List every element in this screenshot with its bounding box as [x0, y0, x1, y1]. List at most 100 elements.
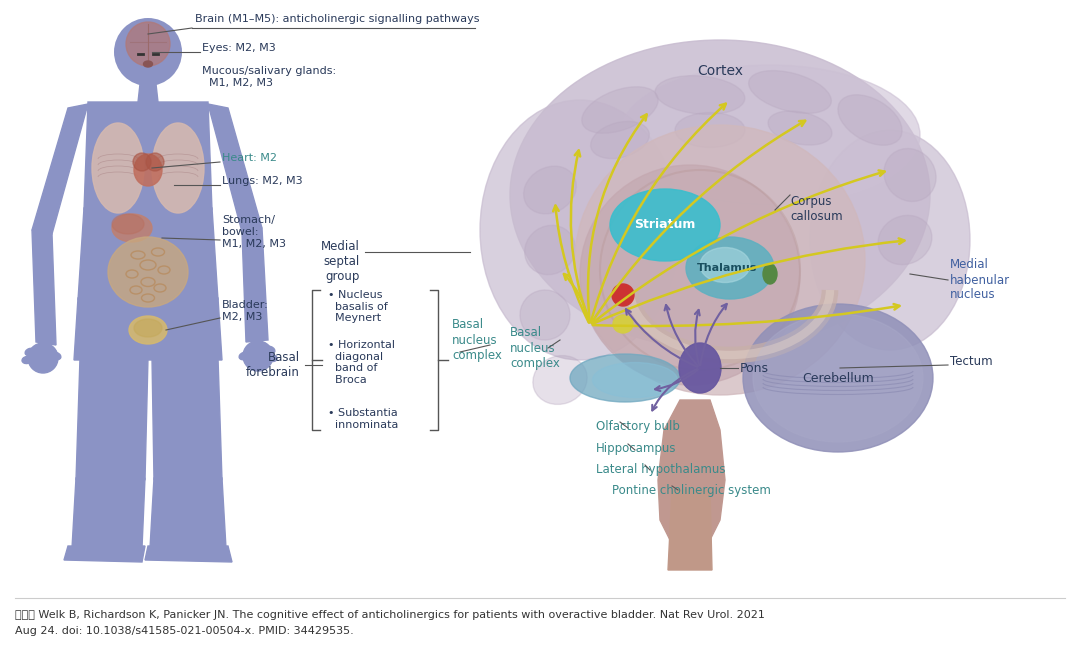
Text: Pons: Pons [740, 362, 769, 375]
Ellipse shape [656, 76, 745, 115]
Ellipse shape [177, 474, 197, 486]
Text: • Horizontal
  diagonal
  band of
  Broca: • Horizontal diagonal band of Broca [328, 340, 395, 384]
Ellipse shape [762, 264, 777, 284]
Text: • Nucleus
  basalis of
  Meynert: • Nucleus basalis of Meynert [328, 290, 388, 323]
Text: Olfactory bulb: Olfactory bulb [596, 420, 680, 433]
Text: Cortex: Cortex [697, 64, 743, 78]
Text: Lateral hypothalamus: Lateral hypothalamus [596, 463, 726, 476]
Polygon shape [658, 400, 725, 550]
Ellipse shape [480, 100, 680, 360]
Text: Basal
forebrain: Basal forebrain [246, 351, 300, 379]
Ellipse shape [612, 284, 634, 306]
Polygon shape [150, 478, 226, 548]
Ellipse shape [700, 248, 750, 282]
Polygon shape [242, 228, 268, 342]
Ellipse shape [878, 215, 932, 265]
Ellipse shape [686, 237, 774, 299]
Text: Medial
habenular
nucleus: Medial habenular nucleus [950, 259, 1010, 301]
Ellipse shape [51, 352, 60, 360]
Polygon shape [145, 546, 232, 562]
Ellipse shape [510, 40, 930, 350]
Circle shape [28, 343, 58, 373]
Polygon shape [64, 546, 145, 562]
Text: Lungs: M2, M3: Lungs: M2, M3 [222, 176, 302, 186]
Ellipse shape [25, 348, 35, 356]
Ellipse shape [570, 354, 680, 402]
Ellipse shape [239, 352, 248, 360]
Text: Corpus
callosum: Corpus callosum [789, 195, 842, 223]
Text: M1, M2, M3: M1, M2, M3 [202, 78, 273, 88]
Text: • Substantia
  innominata: • Substantia innominata [328, 408, 399, 430]
Ellipse shape [129, 316, 167, 344]
Text: bowel:: bowel: [222, 227, 258, 237]
Ellipse shape [144, 61, 152, 67]
Text: 图源： Welk B, Richardson K, Panicker JN. The cognitive effect of anticholinergics : 图源： Welk B, Richardson K, Panicker JN. T… [15, 610, 765, 620]
Polygon shape [669, 490, 712, 570]
Ellipse shape [152, 123, 204, 213]
Text: Bladder:: Bladder: [222, 300, 269, 310]
Ellipse shape [92, 123, 144, 213]
Polygon shape [84, 102, 212, 210]
Ellipse shape [525, 225, 576, 274]
Polygon shape [152, 358, 222, 480]
Text: Stomach/: Stomach/ [222, 215, 275, 225]
Polygon shape [138, 84, 158, 102]
Ellipse shape [768, 111, 832, 145]
Text: Hippocampus: Hippocampus [596, 442, 676, 455]
Ellipse shape [582, 86, 658, 133]
Text: Cerebellum: Cerebellum [802, 371, 874, 384]
Polygon shape [208, 104, 262, 232]
Text: Eyes: M2, M3: Eyes: M2, M3 [202, 43, 275, 53]
Circle shape [126, 22, 170, 66]
Ellipse shape [679, 343, 721, 393]
Ellipse shape [112, 214, 152, 242]
Text: Tectum: Tectum [950, 355, 993, 368]
Ellipse shape [810, 130, 970, 350]
Ellipse shape [575, 125, 865, 395]
Ellipse shape [613, 315, 633, 333]
Text: M2, M3: M2, M3 [222, 312, 262, 322]
Ellipse shape [580, 165, 800, 385]
Ellipse shape [620, 65, 920, 205]
Text: Aug 24. doi: 10.1038/s41585-021-00504-x. PMID: 34429535.: Aug 24. doi: 10.1038/s41585-021-00504-x.… [15, 626, 354, 636]
Ellipse shape [753, 314, 923, 442]
Ellipse shape [267, 354, 276, 362]
Text: Medial
septal
group: Medial septal group [321, 240, 360, 283]
Ellipse shape [748, 71, 832, 113]
Text: Thalamus: Thalamus [697, 263, 757, 273]
Polygon shape [32, 230, 56, 345]
Text: Striatum: Striatum [634, 219, 696, 231]
Ellipse shape [743, 304, 933, 452]
Text: Mucous/salivary glands:: Mucous/salivary glands: [202, 66, 336, 76]
Ellipse shape [519, 290, 570, 340]
Text: Pontine cholinergic system: Pontine cholinergic system [612, 484, 771, 497]
Ellipse shape [112, 214, 144, 234]
Ellipse shape [883, 149, 936, 202]
Polygon shape [78, 208, 218, 300]
Ellipse shape [146, 153, 164, 171]
Ellipse shape [838, 95, 902, 145]
Ellipse shape [593, 362, 677, 398]
Text: M1, M2, M3: M1, M2, M3 [222, 239, 286, 249]
Ellipse shape [532, 356, 588, 404]
Text: Basal
nucleus
complex: Basal nucleus complex [510, 326, 559, 369]
Polygon shape [32, 104, 87, 234]
Ellipse shape [108, 237, 188, 307]
Circle shape [114, 18, 183, 86]
Polygon shape [75, 298, 222, 360]
Ellipse shape [675, 113, 745, 147]
Text: Brain (M1–M5): anticholinergic signalling pathways: Brain (M1–M5): anticholinergic signallin… [195, 14, 480, 24]
Polygon shape [76, 358, 148, 480]
Ellipse shape [134, 154, 162, 186]
Text: Heart: M2: Heart: M2 [222, 153, 276, 163]
Ellipse shape [133, 153, 151, 171]
Text: Basal
nucleus
complex: Basal nucleus complex [453, 318, 502, 362]
Ellipse shape [22, 356, 32, 364]
Ellipse shape [266, 346, 274, 354]
Ellipse shape [591, 121, 649, 159]
Circle shape [243, 341, 273, 371]
Ellipse shape [610, 189, 720, 261]
Ellipse shape [524, 166, 577, 214]
Ellipse shape [134, 319, 162, 337]
Ellipse shape [102, 474, 122, 486]
